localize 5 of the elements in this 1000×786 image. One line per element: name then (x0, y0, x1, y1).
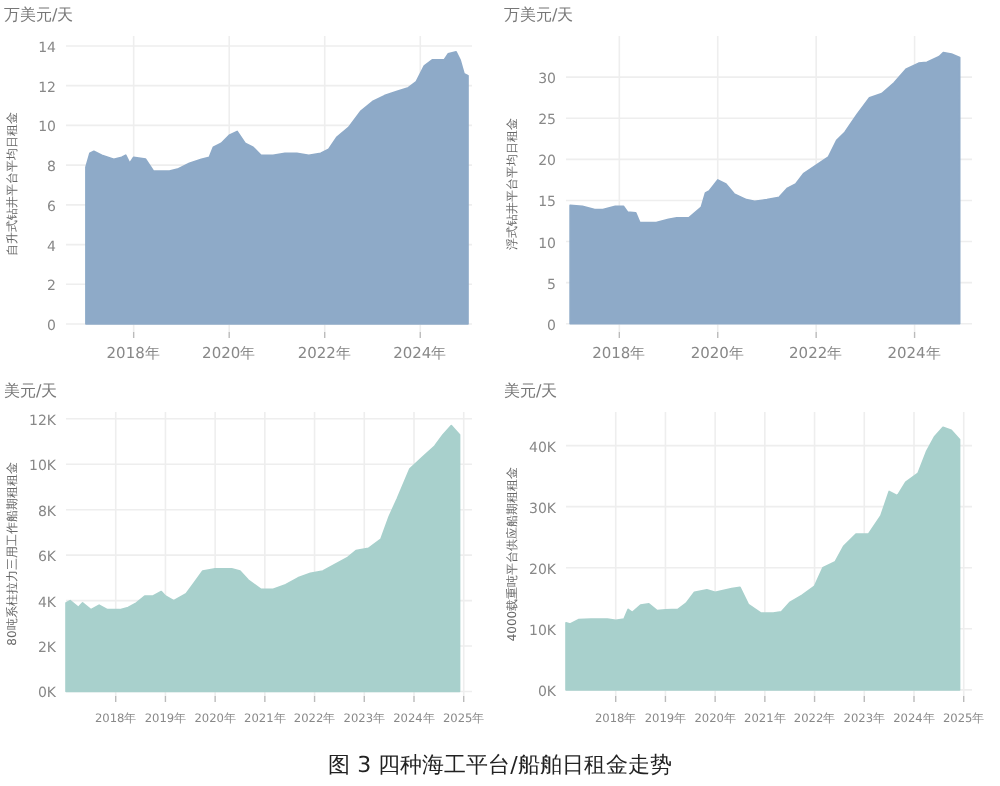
chart-subtitle: 美元/天 (504, 382, 558, 400)
chart-subtitle: 万美元/天 (504, 6, 574, 24)
chart-subtitle: 万美元/天 (4, 6, 74, 24)
chart-subtitle: 美元/天 (4, 382, 58, 400)
caption: 图 3 四种海工平台/船舶日租金走势 (328, 752, 672, 778)
